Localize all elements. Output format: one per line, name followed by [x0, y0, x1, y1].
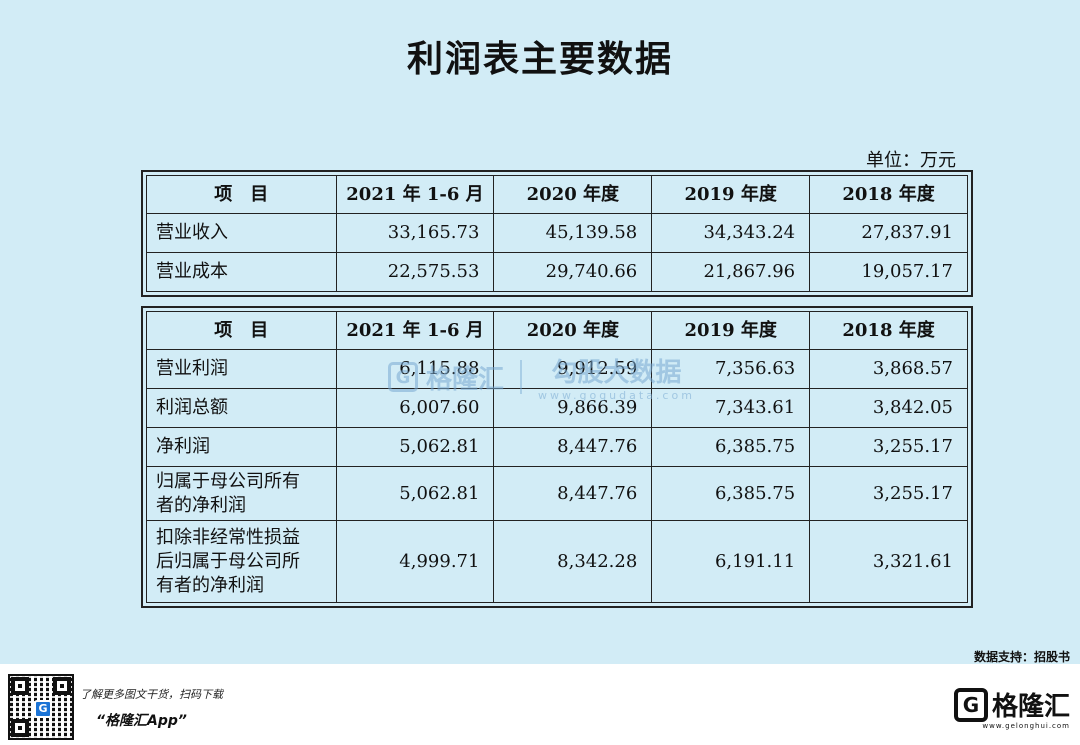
- table-row: 利润总额 6,007.60 9,866.39 7,343.61 3,842.05: [146, 388, 968, 428]
- header-2020: 2020 年度: [493, 175, 653, 214]
- watermark-url: www.gogudata.com: [538, 389, 695, 402]
- brand-name: 格隆汇: [991, 692, 1070, 722]
- qr-center-logo-icon: G: [34, 700, 52, 718]
- table-row: 扣除非经常性损益 后归属于母公司所 有者的净利润 4,999.71 8,342.…: [146, 520, 968, 603]
- qr-corner-marker: [53, 677, 71, 695]
- cell-value: 27,837.91: [809, 213, 968, 253]
- row-label: 利润总额: [146, 388, 337, 428]
- row-label: 归属于母公司所有 者的净利润: [146, 466, 337, 521]
- row-label: 营业成本: [146, 252, 337, 292]
- table-row: 净利润 5,062.81 8,447.76 6,385.75 3,255.17: [146, 427, 968, 467]
- header-2019: 2019 年度: [651, 175, 811, 214]
- cell-value: 5,062.81: [335, 466, 495, 521]
- header-2019: 2019 年度: [651, 311, 811, 350]
- watermark-sub-title: 勾股大数据: [551, 358, 682, 388]
- qr-corner-marker: [11, 677, 29, 695]
- unit-label: 单位：万元: [866, 150, 956, 171]
- cell-value: 6,191.11: [651, 520, 811, 603]
- cell-value: 19,057.17: [809, 252, 968, 292]
- table-row: 归属于母公司所有 者的净利润 5,062.81 8,447.76 6,385.7…: [146, 466, 968, 521]
- cell-value: 3,868.57: [809, 349, 968, 389]
- row-label: 净利润: [146, 427, 337, 467]
- header-2021h1: 2021 年 1-6 月: [335, 175, 495, 214]
- table-row: 营业利润 6,115.88 9,912.59 7,356.63 3,868.57: [146, 349, 968, 389]
- watermark: G 格隆汇 勾股大数据 www.gogudata.com: [388, 352, 695, 402]
- cell-value: 8,342.28: [493, 520, 653, 603]
- table-row: 营业成本 22,575.53 29,740.66 21,867.96 19,05…: [146, 252, 968, 292]
- profit-table-frame: 项 目 2021 年 1-6 月 2020 年度 2019 年度 2018 年度…: [141, 306, 973, 608]
- cell-value: 9,912.59: [493, 349, 653, 389]
- page-title: 利润表主要数据: [406, 39, 673, 80]
- revenue-table: 项 目 2021 年 1-6 月 2020 年度 2019 年度 2018 年度…: [146, 175, 968, 292]
- cell-value: 21,867.96: [651, 252, 811, 292]
- footer-banner: G 了解更多图文干货，扫码下载 “格隆汇App” G 格隆汇 www.gelon…: [0, 664, 1080, 745]
- cell-value: 3,321.61: [809, 520, 968, 603]
- cell-value: 6,385.75: [651, 427, 811, 467]
- row-label-line: 有者的净利润: [156, 574, 264, 596]
- cell-value: 6,385.75: [651, 466, 811, 521]
- cell-value: 7,343.61: [651, 388, 811, 428]
- row-label-line: 后归属于母公司所: [156, 550, 300, 572]
- revenue-table-frame: 项 目 2021 年 1-6 月 2020 年度 2019 年度 2018 年度…: [141, 170, 973, 297]
- row-label: 营业利润: [146, 349, 337, 389]
- cell-value: 45,139.58: [493, 213, 653, 253]
- cell-value: 22,575.53: [335, 252, 495, 292]
- data-source-note: 数据支持：招股书: [973, 650, 1070, 664]
- header-2018: 2018 年度: [809, 311, 968, 350]
- header-2018: 2018 年度: [809, 175, 968, 214]
- app-name: “格隆汇App”: [96, 713, 187, 729]
- profit-table: 项 目 2021 年 1-6 月 2020 年度 2019 年度 2018 年度…: [146, 311, 968, 603]
- header-2021h1: 2021 年 1-6 月: [335, 311, 495, 350]
- watermark-logo-icon: G: [388, 362, 418, 392]
- qr-corner-marker: [11, 719, 29, 737]
- brand-logo: G 格隆汇 www.gelonghui.com: [953, 686, 1070, 730]
- promo-text: 了解更多图文干货，扫码下载: [80, 688, 223, 701]
- header-item: 项 目: [146, 175, 337, 214]
- header-item: 项 目: [146, 311, 337, 350]
- cell-value: 8,447.76: [493, 427, 653, 467]
- watermark-sub: 勾股大数据 www.gogudata.com: [538, 352, 695, 402]
- table-header-row: 项 目 2021 年 1-6 月 2020 年度 2019 年度 2018 年度: [146, 311, 968, 350]
- watermark-divider: [520, 360, 523, 394]
- table-row: 营业收入 33,165.73 45,139.58 34,343.24 27,83…: [146, 213, 968, 253]
- cell-value: 34,343.24: [651, 213, 811, 253]
- row-label: 营业收入: [146, 213, 337, 253]
- row-label-line: 者的净利润: [156, 494, 246, 516]
- table-header-row: 项 目 2021 年 1-6 月 2020 年度 2019 年度 2018 年度: [146, 175, 968, 214]
- cell-value: 8,447.76: [493, 466, 653, 521]
- cell-value: 33,165.73: [335, 213, 495, 253]
- row-label-line: 归属于母公司所有: [156, 470, 300, 492]
- cell-value: 29,740.66: [493, 252, 653, 292]
- row-label-line: 扣除非经常性损益: [156, 526, 300, 548]
- row-label: 扣除非经常性损益 后归属于母公司所 有者的净利润: [146, 520, 337, 603]
- cell-value: 3,255.17: [809, 466, 968, 521]
- cell-value: 4,999.71: [335, 520, 495, 603]
- brand-url: www.gelonghui.com: [982, 722, 1070, 730]
- brand-logo-icon: G: [953, 687, 988, 722]
- watermark-name: 格隆汇: [426, 364, 505, 395]
- header-2020: 2020 年度: [493, 311, 653, 350]
- cell-value: 3,842.05: [809, 388, 968, 428]
- qr-code-icon[interactable]: G: [8, 674, 74, 740]
- cell-value: 9,866.39: [493, 388, 653, 428]
- cell-value: 5,062.81: [335, 427, 495, 467]
- cell-value: 3,255.17: [809, 427, 968, 467]
- cell-value: 7,356.63: [651, 349, 811, 389]
